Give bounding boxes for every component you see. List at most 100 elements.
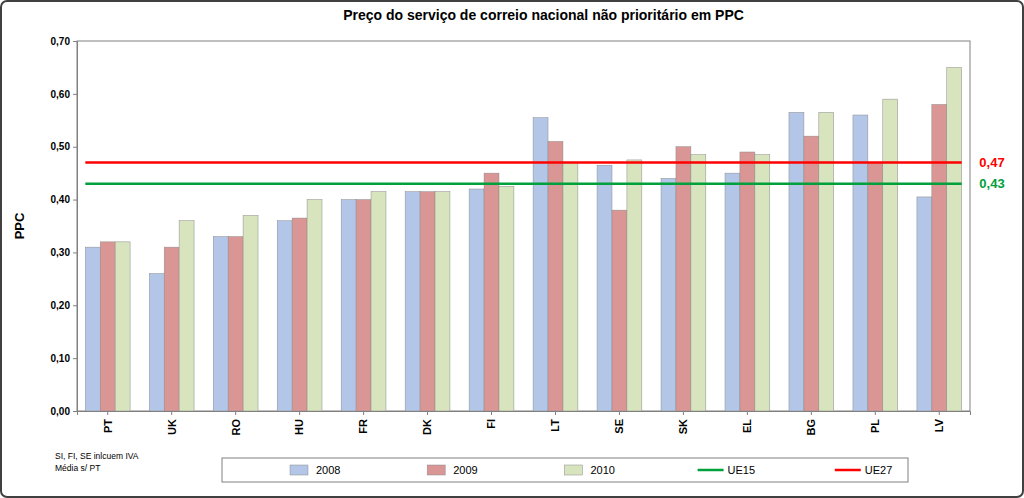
reference-line <box>85 182 961 185</box>
y-axis: 0,00 0,10 0,20 0,30 0,40 0,50 0,60 0,70 <box>51 36 78 417</box>
legend: 200820092010UE15UE27 <box>222 458 908 482</box>
bar <box>548 141 563 411</box>
x-tick: PT <box>102 411 114 433</box>
x-tick: EL <box>741 411 753 433</box>
y-tick-label: 0,00 <box>51 406 71 417</box>
title: Preço do serviço de correio nacional não… <box>343 7 744 23</box>
y-tick-mark <box>73 94 77 95</box>
x-tick: SE <box>613 411 625 434</box>
y-tick: 0,40 <box>51 194 77 205</box>
bar <box>371 192 386 411</box>
annotation: 0,47 <box>979 155 1004 170</box>
plot-frame <box>77 41 970 411</box>
x-tick-mark <box>619 411 620 415</box>
y-tick-mark <box>73 147 77 148</box>
x-tick-mark <box>299 411 300 415</box>
bar <box>740 152 755 411</box>
y-tick: 0,20 <box>51 300 77 311</box>
bar <box>789 112 804 411</box>
y-tick: 0,10 <box>51 353 77 364</box>
x-tick: UK <box>166 411 178 435</box>
bar <box>213 237 228 411</box>
y-axis-title: PPC <box>12 212 27 239</box>
y-tick-label: 0,50 <box>51 141 71 152</box>
x-tick-mark <box>171 411 172 415</box>
bar <box>341 200 356 411</box>
plot-area <box>85 67 961 411</box>
bar <box>853 115 868 411</box>
x-tick-label: SE <box>613 419 625 434</box>
x-tick: HU <box>293 411 305 435</box>
x-tick-label: LT <box>549 419 561 432</box>
x-tick-label: UK <box>166 419 178 435</box>
x-axis-line <box>78 412 971 416</box>
bar <box>499 186 514 411</box>
x-tick-label: PT <box>102 419 114 433</box>
bar <box>691 155 706 411</box>
bar <box>819 112 834 411</box>
chart-frame <box>1 1 1023 497</box>
x-tick-mark <box>811 411 812 415</box>
x-tick-mark <box>107 411 108 415</box>
y-tick-label: 0,10 <box>51 353 71 364</box>
bar <box>484 173 499 411</box>
y-tick: 0,30 <box>51 247 77 258</box>
x-tick: FR <box>357 411 369 434</box>
legend-label: UE27 <box>865 464 893 476</box>
x-tick: FI <box>485 411 497 429</box>
bar <box>563 163 578 411</box>
legend-frame <box>222 458 908 482</box>
y-tick-mark <box>73 41 77 42</box>
x-tick-label: LV <box>933 418 945 432</box>
reference-line <box>85 161 961 164</box>
x-axis: PTUKROHUFRDKFILTSESKELBGPLLV <box>78 411 971 436</box>
x-tick-label: PL <box>869 419 881 433</box>
bar <box>676 147 691 411</box>
bar <box>228 237 243 411</box>
y-tick-label: 0,20 <box>51 300 71 311</box>
bar <box>356 200 371 411</box>
legend-label: UE15 <box>728 464 756 476</box>
x-tick-label: BG <box>805 419 817 436</box>
x-tick-label: DK <box>421 419 433 435</box>
bar <box>597 165 612 411</box>
x-tick: LT <box>549 411 561 432</box>
legend-swatch <box>698 469 724 472</box>
footnote: SI, FI, SE inlcuem IVA <box>55 451 139 461</box>
x-tick-mark <box>491 411 492 415</box>
annotation: 0,43 <box>979 176 1004 191</box>
bar <box>725 173 740 411</box>
y-tick-label: 0,60 <box>51 89 71 100</box>
x-tick-mark <box>875 411 876 415</box>
legend-swatch <box>564 465 582 475</box>
bar <box>804 136 819 411</box>
bar <box>883 99 898 411</box>
chart: Preço do serviço de correio nacional não… <box>0 0 1024 498</box>
bar <box>469 189 484 411</box>
x-tick-mark <box>683 411 684 415</box>
legend-swatch <box>290 465 308 475</box>
x-tick-label: RO <box>229 419 241 436</box>
y-tick: 0,70 <box>51 36 77 47</box>
y-axis-line <box>73 42 78 412</box>
bar <box>307 200 322 411</box>
bar <box>755 155 770 411</box>
y-tick-label: 0,40 <box>51 194 71 205</box>
bar <box>149 274 164 411</box>
legend-label: 2009 <box>453 464 477 476</box>
bar <box>100 242 115 411</box>
bar <box>435 192 450 411</box>
bar <box>612 210 627 411</box>
y-tick-mark <box>73 200 77 201</box>
y-tick-mark <box>73 411 77 412</box>
x-tick: BG <box>805 411 817 436</box>
bar <box>868 163 883 411</box>
x-tick-mark <box>555 411 556 415</box>
x-tick-mark <box>235 411 236 415</box>
x-tick: LV <box>933 411 945 432</box>
y-tick-mark <box>73 305 77 306</box>
x-tick-mark <box>747 411 748 415</box>
y-tick: 0,00 <box>51 406 77 417</box>
legend-label: 2010 <box>590 464 614 476</box>
bar <box>164 247 179 411</box>
